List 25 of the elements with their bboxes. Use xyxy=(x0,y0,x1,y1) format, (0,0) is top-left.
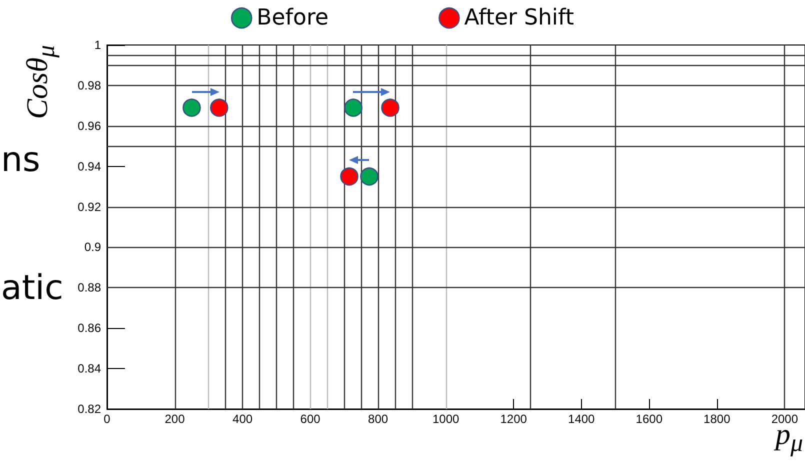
x-tick-label: 400 xyxy=(232,412,253,426)
x-tick-label: 800 xyxy=(368,412,388,426)
text: atic xyxy=(1,268,64,308)
y-tick-label: 0.88 xyxy=(78,280,102,295)
y-tick-label: 0.94 xyxy=(78,159,102,174)
x-tick-label: 200 xyxy=(164,412,186,426)
y-tick-label: 0.92 xyxy=(78,200,102,214)
x-tick-label: 2000 xyxy=(771,412,798,426)
y-tick-label: 1 xyxy=(94,38,102,52)
x-tick-label: 1000 xyxy=(432,412,460,426)
legend-label: After Shift xyxy=(464,6,574,30)
x-tick-label: 600 xyxy=(300,412,321,426)
y-tick-label: 0.96 xyxy=(78,118,102,133)
y-tick-label: 0.84 xyxy=(78,362,102,376)
y-tick-label: 0.82 xyxy=(78,402,102,416)
x-tick-label: 1400 xyxy=(568,412,596,426)
x-tick-label: 0 xyxy=(104,412,111,426)
y-tick-label: 0.98 xyxy=(78,78,102,92)
x-tick-label: 1600 xyxy=(636,412,663,426)
x-tick-label: 1800 xyxy=(704,412,731,426)
legend-label: Before xyxy=(256,6,329,30)
y-tick-label: 0.86 xyxy=(78,321,102,336)
text: ns xyxy=(1,140,40,180)
x-tick-label: 1200 xyxy=(500,412,528,426)
y-tick-label: 0.9 xyxy=(84,240,102,254)
